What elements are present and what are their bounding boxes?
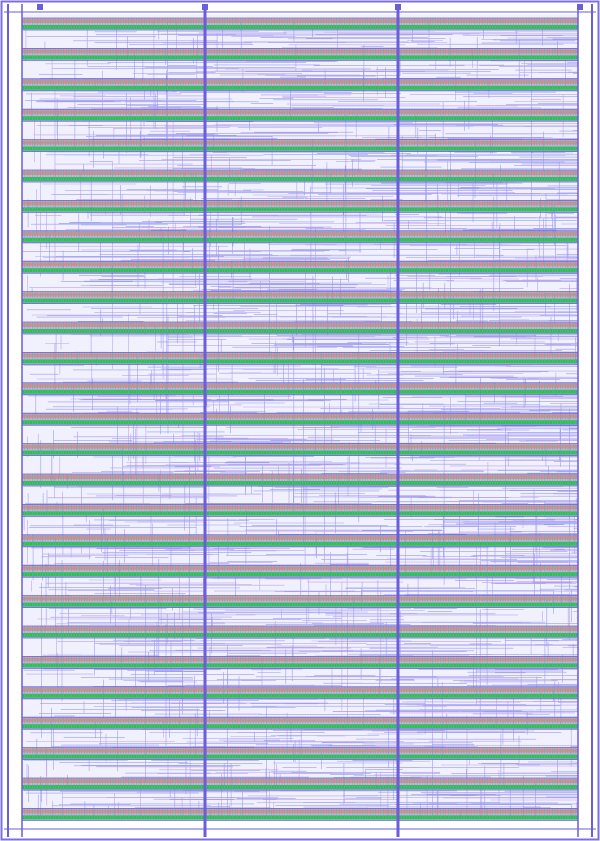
cell-row [21, 382, 578, 396]
cell-row [21, 139, 578, 153]
cell-row [21, 777, 578, 791]
power-straps [4, 4, 596, 837]
cell-row [21, 716, 578, 730]
cell-row [21, 564, 578, 578]
standard-cell-rows [21, 17, 578, 821]
cell-row [21, 321, 578, 335]
cell-row [21, 108, 578, 122]
cell-row [21, 412, 578, 426]
cell-row [21, 351, 578, 365]
io-pin [37, 4, 43, 10]
cell-row [21, 78, 578, 92]
cell-row [21, 17, 578, 31]
cell-row [21, 291, 578, 305]
cell-row [21, 656, 578, 669]
cell-row [21, 473, 578, 487]
cell-row [21, 443, 578, 457]
cell-row [21, 260, 578, 274]
io-pin [395, 4, 401, 10]
cell-row [21, 595, 578, 608]
cell-row [21, 625, 578, 639]
cell-row [21, 808, 578, 821]
cell-row [21, 686, 578, 700]
cell-row [21, 534, 578, 548]
cell-row [21, 747, 578, 760]
io-pin [577, 4, 583, 10]
cell-row [21, 230, 578, 244]
cell-row [21, 169, 578, 183]
io-pin [202, 4, 208, 10]
cell-row [21, 48, 578, 61]
cell-row [21, 199, 578, 213]
cell-row [21, 503, 578, 517]
